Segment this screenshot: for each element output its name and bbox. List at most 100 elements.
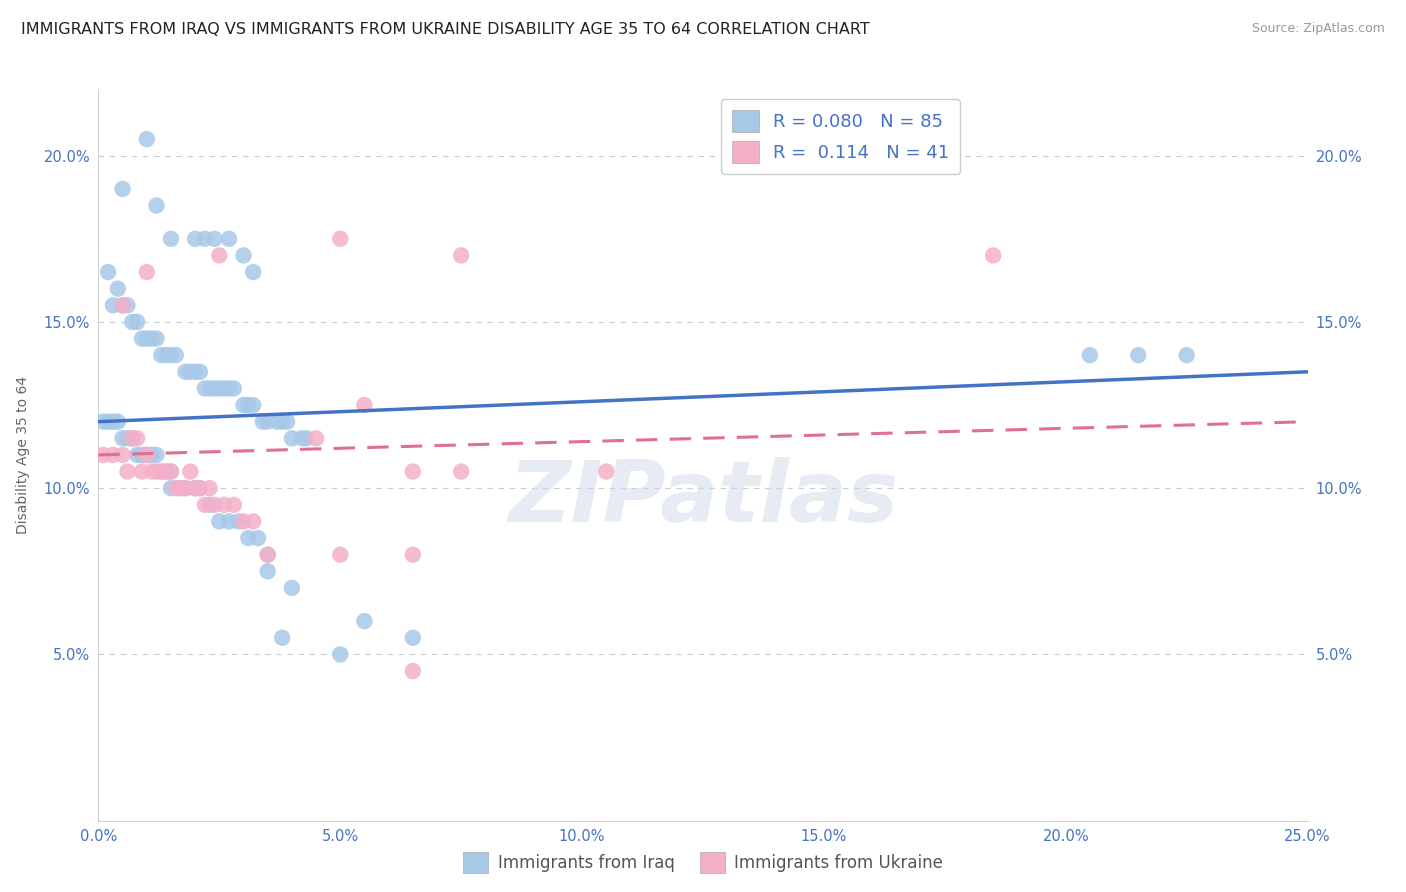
Point [155,465,177,479]
Point [101,448,124,462]
Point [155,348,177,362]
Point [135,448,157,462]
Point [179,365,201,379]
Point [150,465,173,479]
Point [107,415,129,429]
Point [252,415,274,429]
Point [135,265,157,279]
Point [329,648,352,662]
Point [222,498,245,512]
Point [232,398,254,412]
Point [218,515,240,529]
Point [271,415,294,429]
Point [135,332,157,346]
Point [295,431,318,445]
Point [160,232,183,246]
Point [121,431,143,445]
Point [135,132,157,146]
Point [127,315,149,329]
Point [111,298,134,312]
Point [266,415,288,429]
Point [232,515,254,529]
Point [184,365,207,379]
Point [107,282,129,296]
Point [179,465,201,479]
Point [305,431,328,445]
Point [188,365,211,379]
Point [145,465,167,479]
Point [169,481,191,495]
Point [145,198,167,212]
Point [329,548,352,562]
Point [141,465,163,479]
Point [155,465,177,479]
Point [238,531,260,545]
Point [174,481,197,495]
Point [101,415,124,429]
Point [174,481,197,495]
Point [127,431,149,445]
Point [595,465,617,479]
Point [402,548,425,562]
Point [194,381,217,395]
Point [290,431,312,445]
Point [208,248,231,262]
Point [198,498,221,512]
Point [160,465,183,479]
Point [117,298,139,312]
Point [97,265,120,279]
Point [97,415,120,429]
Point [121,431,143,445]
Point [111,298,134,312]
Point [242,515,264,529]
Point [111,431,134,445]
Point [150,465,173,479]
Point [242,265,264,279]
Point [111,182,134,196]
Point [208,515,231,529]
Point [1175,348,1198,362]
Point [91,448,114,462]
Text: IMMIGRANTS FROM IRAQ VS IMMIGRANTS FROM UKRAINE DISABILITY AGE 35 TO 64 CORRELAT: IMMIGRANTS FROM IRAQ VS IMMIGRANTS FROM … [21,22,870,37]
Point [238,398,260,412]
Point [402,465,425,479]
Point [276,415,298,429]
Point [127,448,149,462]
Point [242,398,264,412]
Point [101,298,124,312]
Legend: Immigrants from Iraq, Immigrants from Ukraine: Immigrants from Iraq, Immigrants from Uk… [456,846,950,880]
Y-axis label: Disability Age 35 to 64: Disability Age 35 to 64 [15,376,30,534]
Point [174,365,197,379]
Point [256,415,278,429]
Point [228,515,250,529]
Point [198,481,221,495]
Point [165,481,187,495]
Point [247,531,270,545]
Point [169,481,191,495]
Point [204,498,226,512]
Point [184,481,207,495]
Point [329,232,352,246]
Point [281,431,304,445]
Point [222,381,245,395]
Point [256,548,278,562]
Point [194,498,217,512]
Point [117,465,139,479]
Point [218,381,240,395]
Point [208,381,231,395]
Point [450,248,472,262]
Point [204,232,226,246]
Text: ZIPatlas: ZIPatlas [508,458,898,541]
Point [194,232,217,246]
Point [141,448,163,462]
Point [135,448,157,462]
Point [198,381,221,395]
Legend: R = 0.080   N = 85, R =  0.114   N = 41: R = 0.080 N = 85, R = 0.114 N = 41 [721,99,960,174]
Point [91,415,114,429]
Text: Source: ZipAtlas.com: Source: ZipAtlas.com [1251,22,1385,36]
Point [145,448,167,462]
Point [212,498,235,512]
Point [160,465,183,479]
Point [256,564,278,578]
Point [218,232,240,246]
